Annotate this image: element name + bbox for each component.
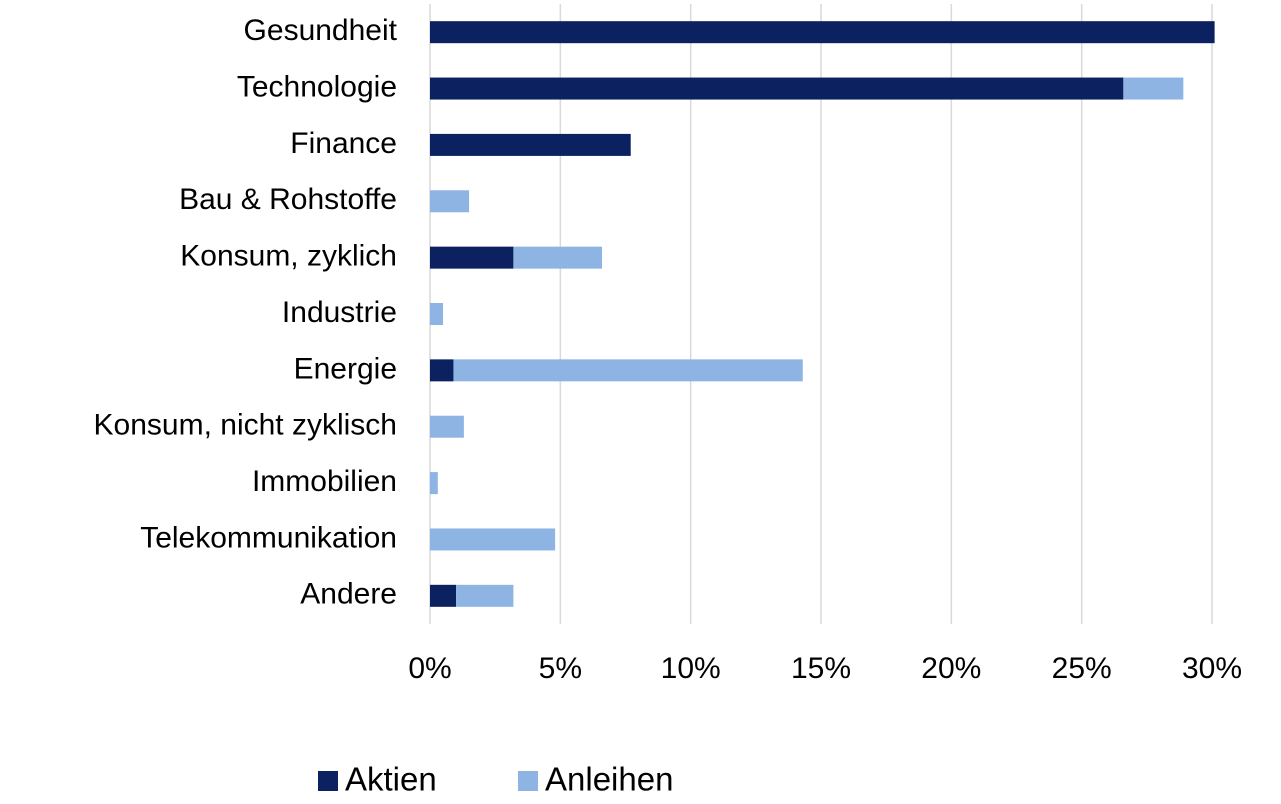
y-tick-label: Gesundheit (244, 14, 398, 47)
bar-segment (430, 584, 457, 607)
y-tick-label: Technologie (237, 70, 397, 103)
bar-segment (430, 190, 470, 213)
y-tick-label: Bau & Rohstoffe (179, 183, 397, 216)
y-tick-label: Finance (290, 127, 397, 160)
y-tick-label: Telekommunikation (140, 521, 397, 554)
legend-swatch (318, 771, 338, 791)
bar-segment (430, 21, 1215, 44)
bar-segment (430, 528, 556, 551)
legend-label: Aktien (345, 761, 437, 798)
x-tick-label: 15% (791, 652, 851, 685)
bar-segment (453, 359, 803, 382)
x-tick-label: 0% (408, 652, 451, 685)
x-tick-label: 20% (921, 652, 981, 685)
bar-segment (513, 246, 603, 269)
legend-swatch (518, 771, 538, 791)
y-tick-label: Andere (300, 578, 397, 611)
x-tick-label: 5% (539, 652, 582, 685)
bar-segment (430, 77, 1124, 100)
bar-segment (430, 359, 454, 382)
y-tick-label: Konsum, nicht zyklisch (94, 409, 397, 442)
bar-segment (430, 303, 444, 325)
y-tick-label: Immobilien (252, 465, 397, 498)
y-tick-label: Energie (294, 352, 397, 385)
y-tick-label: Industrie (282, 296, 397, 329)
x-tick-label: 10% (661, 652, 721, 685)
x-tick-label: 30% (1182, 652, 1242, 685)
y-tick-label: Konsum, zyklich (180, 240, 397, 273)
bar-segment (1123, 77, 1184, 100)
bar-segment (456, 584, 514, 607)
x-tick-label: 25% (1052, 652, 1112, 685)
legend-label: Anleihen (545, 761, 673, 798)
bar-segment (430, 472, 438, 495)
bar-segment (430, 246, 514, 269)
bar-segment (430, 415, 464, 438)
bar-segment (430, 133, 631, 156)
